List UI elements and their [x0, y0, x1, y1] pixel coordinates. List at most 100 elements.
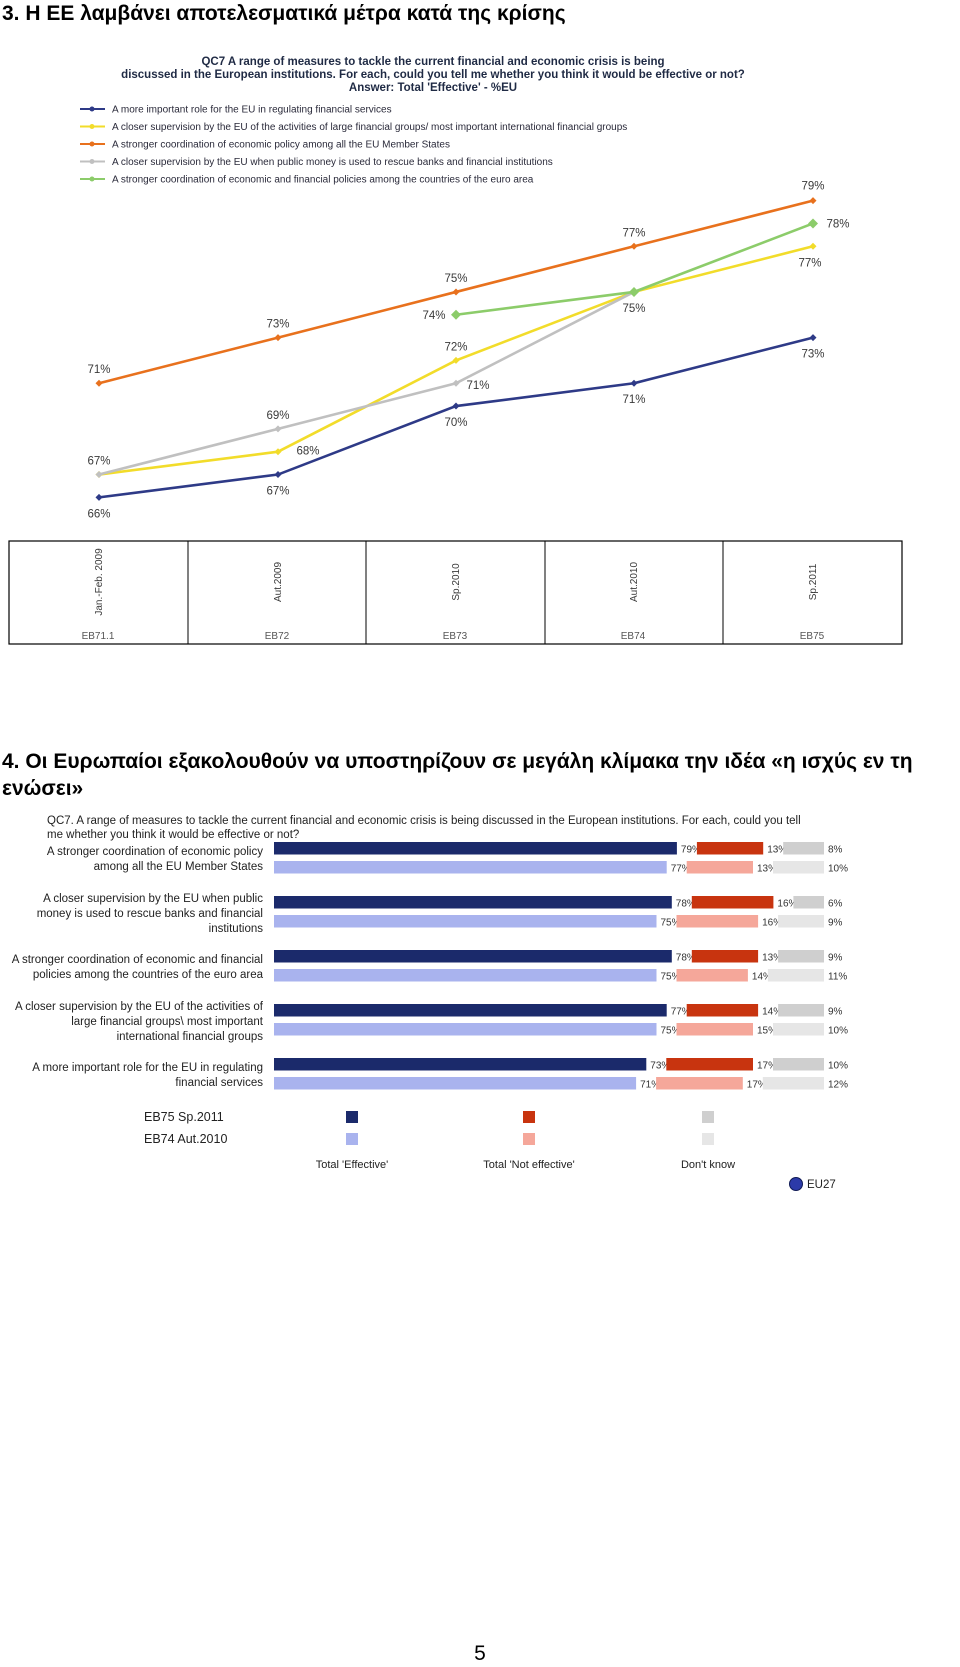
- bar-effective: [274, 842, 677, 855]
- value-label: 16%: [777, 899, 797, 910]
- value-label: 14%: [762, 1007, 782, 1018]
- data-point: [630, 379, 638, 387]
- category-label: institutions: [209, 923, 264, 935]
- legend-answer-label: Don't know: [681, 1159, 735, 1171]
- wave-label: EB71.1: [82, 631, 115, 642]
- legend-marker: [89, 124, 95, 129]
- bar-not-effective: [696, 842, 764, 855]
- value-label: 13%: [767, 845, 787, 856]
- bar-not-effective: [686, 861, 753, 874]
- data-label: 77%: [798, 257, 821, 269]
- value-label: 75%: [661, 1026, 681, 1037]
- x-tick-label: Aut.2010: [629, 562, 640, 602]
- bar-not-effective: [676, 1023, 753, 1036]
- data-point: [809, 197, 817, 205]
- x-tick-label: Jan.-Feb. 2009: [94, 548, 105, 616]
- data-point: [808, 218, 818, 229]
- data-point: [452, 379, 460, 387]
- line-chart: QC7 A range of measures to tackle the cu…: [8, 56, 903, 645]
- data-label: 71%: [622, 394, 645, 406]
- bar-not-effective: [666, 1058, 753, 1071]
- value-label: 12%: [828, 1080, 848, 1091]
- data-point: [274, 448, 282, 456]
- bar-effective: [274, 950, 672, 963]
- value-label: 9%: [828, 953, 843, 964]
- bar-dont-know: [773, 1058, 824, 1071]
- bar-chart-title: QC7. A range of measures to tackle the c…: [47, 815, 801, 827]
- data-point: [809, 242, 817, 250]
- legend-label: A more important role for the EU in regu…: [112, 105, 392, 116]
- legend-answer-label: Total 'Not effective': [483, 1159, 574, 1171]
- data-point: [809, 334, 817, 342]
- category-label: money is used to rescue banks and financ…: [37, 908, 263, 920]
- wave-label: EB73: [443, 631, 468, 642]
- data-label: 71%: [466, 380, 489, 392]
- value-label: 11%: [828, 972, 847, 983]
- line-chart-subtitle: Answer: Total 'Effective' - %EU: [349, 82, 517, 94]
- legend-marker: [89, 159, 95, 164]
- data-label: 73%: [801, 349, 824, 361]
- section-heading-3: 3. Η ΕΕ λαμβάνει αποτελεσματικά μέτρα κα…: [2, 2, 566, 25]
- category-label: A stronger coordination of economic poli…: [47, 846, 263, 858]
- wave-label: EB72: [265, 631, 290, 642]
- legend-swatch: [523, 1133, 535, 1145]
- value-label: 73%: [650, 1061, 670, 1072]
- data-label: 68%: [296, 446, 319, 458]
- axis-frame: [8, 540, 903, 645]
- legend-label: A closer supervision by the EU when publ…: [112, 157, 553, 168]
- value-label: 78%: [676, 899, 696, 910]
- eu27-label: EU27: [807, 1179, 836, 1191]
- line-chart-x-axis: Jan.-Feb. 2009 EB71.1 Aut.2009 EB72 Sp.2010 E…: [8, 540, 903, 645]
- category-label: A more important role for the EU in regu…: [32, 1062, 263, 1074]
- data-label: 78%: [826, 218, 849, 230]
- value-label: 17%: [747, 1080, 767, 1091]
- data-label: 71%: [87, 364, 110, 376]
- line-chart-title-line2: discussed in the European institutions. …: [121, 69, 745, 81]
- x-tick-label: Aut.2009: [273, 562, 284, 602]
- bar-effective: [274, 1077, 637, 1090]
- bar-effective: [274, 969, 657, 982]
- legend-wave-label: EB75 Sp.2011: [144, 1110, 224, 1124]
- series-line: [98, 290, 635, 476]
- legend-marker: [89, 176, 95, 182]
- data-label: 70%: [444, 417, 467, 429]
- bar-effective: [274, 1004, 667, 1017]
- x-tick-label: Sp.2011: [808, 563, 819, 600]
- legend-label: A stronger coordination of economic poli…: [112, 140, 450, 151]
- bar-dont-know: [778, 1004, 824, 1017]
- data-point: [95, 471, 103, 479]
- value-label: 17%: [757, 1061, 777, 1072]
- legend-swatch: [346, 1133, 358, 1145]
- bar-dont-know: [778, 950, 824, 963]
- category-label: policies among the countries of the euro…: [33, 969, 264, 981]
- bar-dont-know: [793, 896, 824, 909]
- data-label: 67%: [87, 456, 110, 468]
- data-point: [452, 402, 460, 410]
- data-point: [95, 379, 103, 387]
- line-chart-title: QC7 A range of measures to tackle the cu…: [201, 56, 664, 68]
- bar-not-effective: [691, 950, 759, 963]
- legend-swatch: [346, 1111, 358, 1123]
- value-label: 9%: [828, 918, 843, 929]
- category-label: A stronger coordination of economic and …: [12, 954, 263, 966]
- bar-not-effective: [691, 896, 774, 909]
- value-label: 10%: [828, 1026, 848, 1037]
- value-label: 71%: [640, 1080, 660, 1091]
- data-point: [630, 242, 638, 250]
- value-label: 78%: [676, 953, 696, 964]
- value-label: 10%: [828, 864, 848, 875]
- bar-dont-know: [783, 842, 824, 855]
- bar-chart-title-line2: me whether you think it would be effecti…: [47, 829, 299, 841]
- legend-marker: [89, 141, 95, 147]
- eu27-globe-icon: [789, 1177, 803, 1191]
- value-label: 79%: [681, 845, 701, 856]
- value-label: 15%: [757, 1026, 777, 1037]
- wave-label: EB75: [800, 631, 825, 642]
- bar-effective: [274, 1023, 657, 1036]
- legend-swatch: [523, 1111, 535, 1123]
- data-point: [274, 471, 282, 479]
- bar-effective: [274, 1058, 647, 1071]
- value-label: 8%: [828, 845, 843, 856]
- value-label: 13%: [757, 864, 777, 875]
- bar-dont-know: [773, 1023, 824, 1036]
